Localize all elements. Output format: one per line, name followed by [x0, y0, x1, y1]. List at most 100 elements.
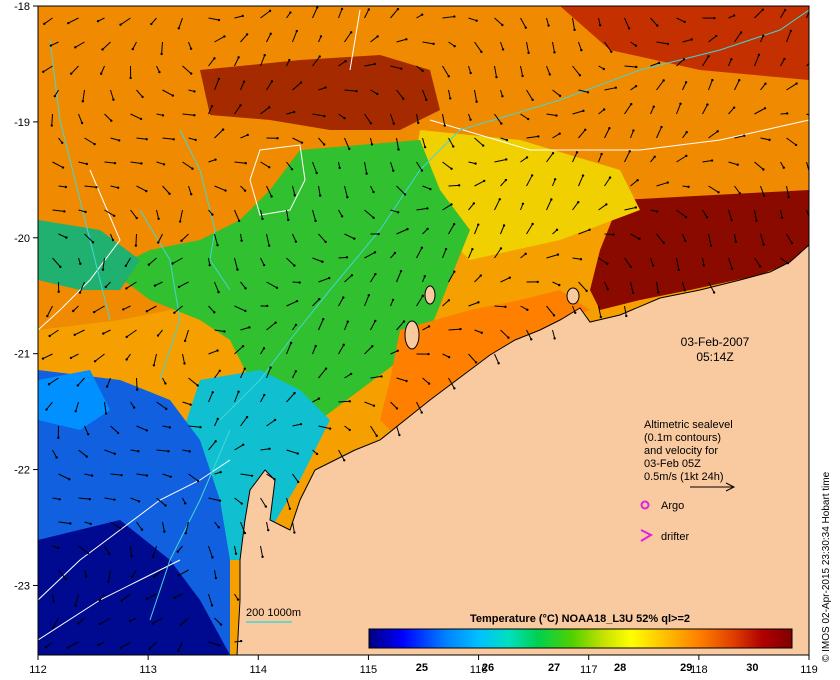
sst-cyan-west [38, 370, 110, 430]
velocity-arrow [780, 257, 789, 264]
velocity-arrow-head [113, 161, 117, 165]
velocity-arrow-head [173, 311, 176, 315]
velocity-arrow [786, 83, 797, 91]
velocity-arrow-head [324, 367, 328, 370]
velocity-arrow-head [405, 379, 408, 383]
velocity-arrow [416, 401, 423, 413]
velocity-arrow [442, 16, 455, 19]
velocity-arrow [442, 161, 452, 170]
velocity-arrow [286, 392, 295, 403]
velocity-arrow-head [820, 276, 822, 278]
velocity-arrow [416, 247, 423, 259]
velocity-arrow [162, 89, 174, 97]
velocity-arrow [161, 41, 163, 54]
velocity-arrow [552, 41, 555, 53]
velocity-arrow [48, 377, 59, 385]
velocity-arrow [520, 305, 528, 311]
velocity-arrow [260, 257, 265, 266]
velocity-arrow-head [98, 599, 102, 602]
velocity-arrow [46, 401, 53, 410]
velocity-arrow [364, 251, 376, 259]
velocity-arrow [162, 185, 170, 195]
velocity-arrow-head [477, 301, 480, 304]
velocity-arrow-head [119, 527, 122, 530]
sst-hot-patch-northeast [560, 6, 809, 80]
velocity-arrow [182, 401, 191, 406]
sst-green-west [38, 220, 140, 290]
velocity-arrow-head [52, 600, 55, 603]
velocity-arrow [182, 161, 193, 170]
velocity-arrow-head [263, 393, 266, 397]
velocity-arrow [344, 274, 353, 283]
velocity-arrow-head [815, 319, 817, 321]
velocity-arrow-head [208, 263, 211, 267]
lon-tick-label: 113 [139, 664, 157, 676]
velocity-arrow [754, 54, 760, 67]
velocity-arrow-head [213, 57, 216, 60]
velocity-arrow [572, 152, 578, 163]
velocity-arrow-head [45, 408, 48, 411]
velocity-arrow [234, 15, 243, 19]
velocity-arrow [396, 38, 407, 43]
velocity-arrow [526, 329, 532, 340]
velocity-arrow-head [46, 314, 49, 318]
velocity-arrow-head [652, 105, 655, 108]
velocity-arrow [364, 63, 375, 67]
velocity-arrow-head [81, 100, 85, 103]
velocity-arrow-head [189, 72, 193, 75]
velocity-arrow [604, 233, 614, 236]
velocity-arrow-head [500, 122, 503, 125]
velocity-arrow-head [164, 382, 167, 385]
velocity-arrow-head [319, 35, 323, 38]
velocity-arrow [312, 398, 320, 403]
velocity-arrow-head [145, 429, 149, 432]
velocity-arrow [552, 133, 560, 139]
velocity-arrow-head [293, 531, 296, 534]
velocity-arrow-head [785, 112, 789, 115]
velocity-arrow [84, 137, 95, 145]
velocity-arrow [604, 281, 609, 290]
velocity-arrow [806, 10, 809, 19]
velocity-arrow [234, 209, 240, 222]
velocity-arrow [546, 152, 554, 163]
velocity-arrow [99, 617, 111, 625]
velocity-arrow [572, 110, 584, 115]
velocity-arrow [162, 137, 174, 140]
velocity-arrow-head [677, 268, 680, 271]
velocity-arrow [442, 299, 450, 307]
velocity-arrow [52, 617, 59, 628]
velocity-arrow [135, 233, 137, 246]
velocity-arrow-head [373, 62, 377, 66]
velocity-arrow [598, 257, 608, 265]
velocity-arrow-head [638, 237, 641, 241]
velocity-arrow-head [218, 369, 221, 372]
velocity-arrow [364, 113, 372, 124]
velocity-arrow-head [345, 256, 349, 259]
velocity-arrow [468, 301, 479, 307]
velocity-arrow-head [537, 135, 540, 138]
velocity-arrow-head [214, 158, 217, 161]
velocity-arrow [760, 83, 766, 91]
velocity-arrow-head [53, 94, 56, 98]
velocity-arrow-head [245, 33, 249, 36]
velocity-arrow-head [501, 48, 505, 51]
velocity-arrow-head [242, 80, 246, 83]
isobaths [49, 9, 809, 621]
velocity-arrow-head [93, 142, 96, 146]
colorbar-tick-label: 26 [482, 662, 494, 674]
velocity-arrow-head [274, 321, 277, 324]
velocity-arrow [806, 161, 809, 173]
velocity-arrow-head [605, 203, 608, 206]
velocity-arrow-head [526, 308, 529, 312]
velocity-arrow-head [497, 362, 500, 365]
velocity-arrow-head [217, 290, 220, 294]
velocity-arrow [572, 305, 576, 313]
velocity-arrow [806, 62, 809, 67]
velocity-arrow-head [709, 244, 713, 247]
velocity-arrow [106, 377, 111, 387]
velocity-arrow-head [344, 59, 347, 63]
velocity-arrow-head [550, 198, 553, 201]
velocity-arrow-head [372, 216, 375, 219]
velocity-arrow [292, 185, 296, 196]
lon-tick-label: 117 [580, 664, 598, 676]
